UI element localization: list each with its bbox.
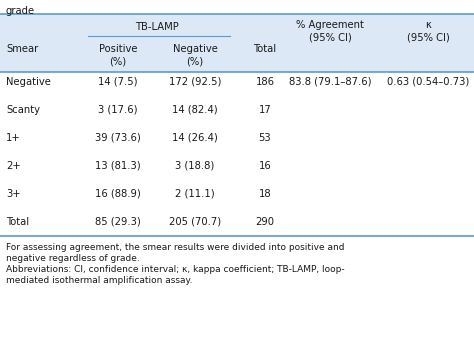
Text: 3+: 3+: [6, 189, 21, 199]
Text: % Agreement
(95% CI): % Agreement (95% CI): [296, 20, 364, 43]
Text: 186: 186: [255, 77, 274, 87]
Text: TB-LAMP: TB-LAMP: [135, 22, 178, 32]
Text: 2+: 2+: [6, 161, 21, 171]
Text: Scanty: Scanty: [6, 105, 40, 115]
Text: For assessing agreement, the smear results were divided into positive and: For assessing agreement, the smear resul…: [6, 243, 345, 252]
Text: 205 (70.7): 205 (70.7): [169, 217, 221, 227]
Text: Negative
(%): Negative (%): [173, 44, 218, 67]
Text: Abbreviations: CI, confidence interval; κ, kappa coefficient; TB-LAMP, loop-: Abbreviations: CI, confidence interval; …: [6, 265, 345, 274]
Text: Smear: Smear: [6, 44, 38, 54]
Text: 172 (92.5): 172 (92.5): [169, 77, 221, 87]
Text: κ
(95% CI): κ (95% CI): [407, 20, 449, 43]
Text: 14 (7.5): 14 (7.5): [98, 77, 138, 87]
Text: grade: grade: [6, 6, 35, 16]
Text: 3 (17.6): 3 (17.6): [98, 105, 138, 115]
Text: 16: 16: [259, 161, 272, 171]
Text: 85 (29.3): 85 (29.3): [95, 217, 141, 227]
Text: 1+: 1+: [6, 133, 21, 143]
Text: 17: 17: [259, 105, 272, 115]
Text: 290: 290: [255, 217, 274, 227]
Text: Total: Total: [254, 44, 276, 54]
Text: 2 (11.1): 2 (11.1): [175, 189, 215, 199]
Text: 14 (26.4): 14 (26.4): [172, 133, 218, 143]
Bar: [0, 14, 474, 72]
Text: negative regardless of grade.: negative regardless of grade.: [6, 254, 140, 263]
Text: 39 (73.6): 39 (73.6): [95, 133, 141, 143]
Text: mediated isothermal amplification assay.: mediated isothermal amplification assay.: [6, 276, 192, 285]
Text: 53: 53: [259, 133, 271, 143]
Text: Total: Total: [6, 217, 29, 227]
Text: Negative: Negative: [6, 77, 51, 87]
Text: Positive
(%): Positive (%): [99, 44, 137, 67]
Text: 16 (88.9): 16 (88.9): [95, 189, 141, 199]
Text: 0.63 (0.54–0.73): 0.63 (0.54–0.73): [387, 77, 469, 87]
Text: 14 (82.4): 14 (82.4): [172, 105, 218, 115]
Text: 83.8 (79.1–87.6): 83.8 (79.1–87.6): [289, 77, 371, 87]
Text: 3 (18.8): 3 (18.8): [175, 161, 215, 171]
Text: 13 (81.3): 13 (81.3): [95, 161, 141, 171]
Text: 18: 18: [259, 189, 271, 199]
